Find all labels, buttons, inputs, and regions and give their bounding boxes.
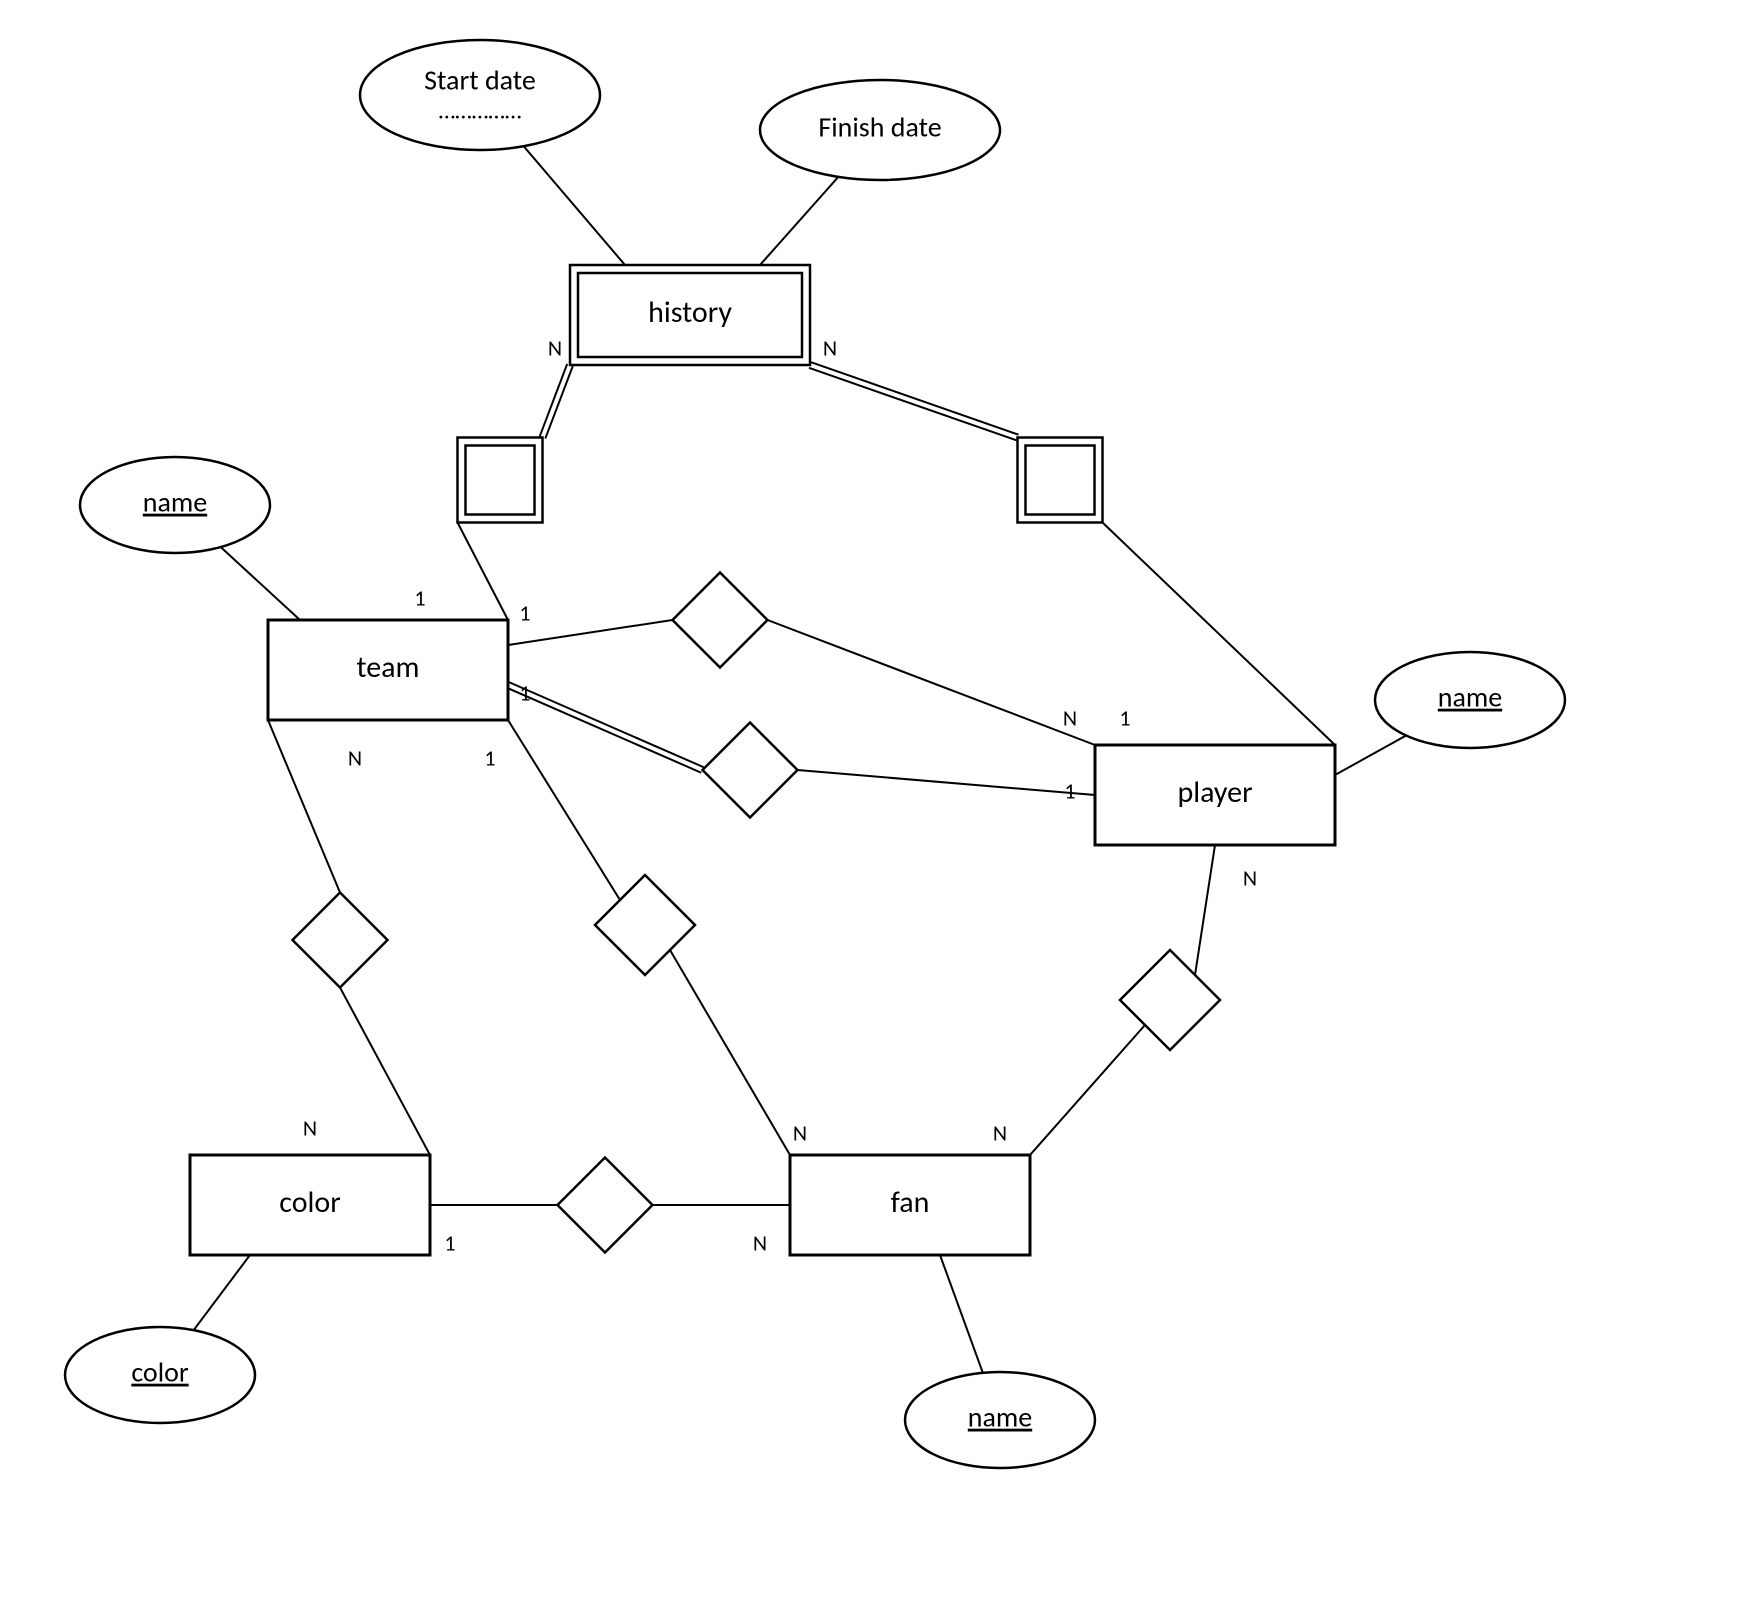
relationship-diamond [595,875,695,975]
weak-relationship-inner [466,446,535,515]
cardinality-label: N [303,1114,317,1141]
edge [508,720,620,900]
edge [1103,523,1336,746]
entity-label: player [1177,774,1252,811]
cardinality-label: N [793,1119,807,1146]
cardinality-label: 1 [1064,777,1075,804]
relationship-diamond [673,573,768,668]
attribute-label: name [1438,680,1502,715]
edge [508,620,673,645]
cardinality-label: N [823,334,837,361]
entity-label: team [357,649,420,686]
cardinality-label: 1 [519,599,530,626]
cardinality-label: 1 [484,744,495,771]
edge-double [507,688,702,773]
edge [1030,1025,1145,1155]
attribute-label: color [131,1355,189,1390]
edge [768,620,1096,745]
er-diagram-canvas: N 1 N 1 1 N 1 1 N N 1 N N N 1 Nhistory team player color fa… [0,0,1738,1604]
attribute-sublabel: …………… [439,97,522,126]
cardinality-label: 1 [444,1229,455,1256]
shape-layer [65,40,1565,1468]
entity-label: fan [891,1184,930,1221]
cardinality-label: N [548,334,562,361]
edge-double [509,682,704,767]
edge-double [809,368,1017,441]
relationship-diamond [703,723,798,818]
cardinality-label: N [753,1229,767,1256]
cardinality-label: 1 [519,679,530,706]
edge [340,988,430,1156]
edge-double [540,364,568,437]
edge-double [811,362,1019,435]
relationship-diamond [558,1158,653,1253]
cardinality-label: N [993,1119,1007,1146]
edge [670,950,790,1155]
cardinality-label: 1 [414,584,425,611]
cardinality-label: N [1063,704,1077,731]
attribute-label: Start date [424,63,536,98]
edge [1195,845,1215,975]
attribute-label: name [143,485,207,520]
edge-double [545,366,573,439]
edge [798,770,1096,795]
attribute-label: name [968,1400,1032,1435]
weak-relationship-inner [1026,446,1095,515]
cardinality-label: N [1243,864,1257,891]
entity-label: color [279,1184,340,1221]
edge [268,720,340,893]
attribute-label: Finish date [818,110,941,145]
relationship-diamond [293,893,388,988]
edge [458,523,509,621]
cardinality-label: 1 [1119,704,1130,731]
entity-label: history [648,294,732,331]
cardinality-label: N [348,744,362,771]
